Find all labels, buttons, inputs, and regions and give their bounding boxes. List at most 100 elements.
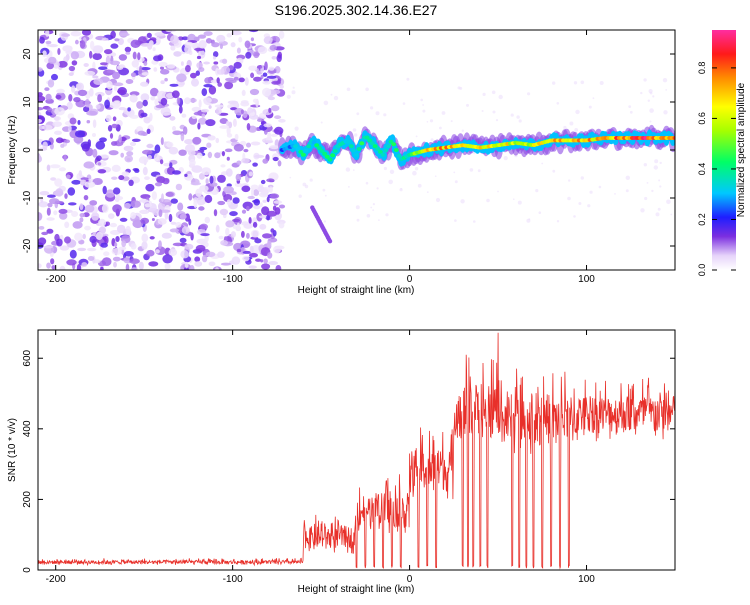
ridge-core: [372, 144, 378, 149]
noise-blob: [42, 141, 48, 150]
noise-blob: [83, 106, 90, 113]
noise-blob: [253, 205, 261, 210]
noise-blob: [213, 209, 218, 217]
faint-blob: [552, 81, 556, 85]
noise-blob: [180, 61, 184, 66]
noise-blob: [125, 263, 130, 270]
noise-blob: [252, 162, 258, 167]
noise-blob: [153, 153, 160, 162]
ridge-core: [391, 142, 397, 147]
noise-blob: [261, 263, 271, 270]
noise-blob: [262, 80, 271, 85]
noise-blob: [198, 40, 207, 49]
colorbar-label: Normalized spectral amplitude: [736, 82, 747, 217]
noise-blob: [192, 136, 202, 145]
noise-blob: [201, 254, 208, 263]
ridge-core: [322, 151, 328, 156]
noise-blob: [90, 40, 95, 50]
noise-blob: [242, 255, 250, 262]
noise-blob: [255, 258, 262, 262]
noise-blob: [195, 188, 203, 197]
ridge-core: [303, 148, 309, 153]
noise-blob: [104, 49, 113, 55]
noise-blob: [68, 65, 76, 72]
noise-blob: [142, 149, 153, 155]
faint-blob: [389, 169, 395, 174]
faint-blob: [649, 120, 652, 123]
noise-blob: [150, 96, 156, 101]
noise-blob: [233, 143, 244, 152]
ridge-core: [385, 144, 391, 149]
noise-blob: [190, 182, 201, 186]
noise-blob: [46, 228, 54, 234]
faint-blob: [356, 112, 360, 116]
faint-blob: [353, 169, 355, 171]
ridge-core: [314, 143, 320, 148]
faint-blob: [568, 179, 571, 182]
noise-blob: [215, 224, 220, 233]
noise-blob: [194, 261, 203, 267]
faint-blob: [375, 111, 380, 116]
faint-blob: [498, 94, 503, 100]
noise-blob: [242, 250, 252, 254]
noise-blob: [106, 69, 116, 74]
noise-blob: [57, 48, 61, 55]
noise-blob: [79, 217, 84, 223]
faint-blob: [354, 133, 358, 137]
noise-blob: [162, 254, 173, 264]
noise-blob: [172, 170, 181, 175]
noise-blob: [98, 66, 108, 70]
colorbar-gradient: [712, 30, 736, 270]
noise-blob: [231, 256, 241, 265]
noise-blob: [173, 51, 182, 57]
noise-blob: [129, 141, 137, 147]
noise-blob: [271, 56, 277, 60]
faint-blob: [567, 196, 571, 201]
noise-blob: [177, 202, 184, 211]
faint-blob: [372, 209, 375, 212]
noise-blob: [252, 230, 259, 238]
noise-blob: [226, 126, 231, 136]
noise-blob: [221, 151, 225, 157]
noise-blob: [178, 105, 183, 114]
faint-blob: [388, 179, 394, 185]
faint-blob: [426, 191, 429, 194]
noise-blob: [45, 30, 50, 37]
ridge-core: [672, 136, 675, 140]
faint-blob: [535, 189, 539, 193]
noise-blob: [272, 205, 277, 211]
noise-blob: [111, 176, 118, 180]
noise-blob: [165, 30, 177, 33]
noise-blob: [146, 32, 152, 39]
x-tick-label: -100: [223, 574, 243, 585]
noise-blob: [130, 72, 137, 77]
noise-blob: [46, 164, 51, 172]
secondary-feature-blob: [327, 239, 333, 244]
noise-blob: [89, 200, 98, 206]
figure-title: S196.2025.302.14.36.E27: [275, 2, 438, 18]
faint-blob: [473, 220, 476, 223]
noise-blob: [262, 158, 269, 164]
noise-blob: [266, 178, 275, 183]
faint-blob: [481, 110, 484, 112]
noise-blob: [253, 198, 260, 206]
noise-blob: [86, 110, 98, 116]
noise-blob: [253, 51, 260, 59]
faint-blob: [289, 176, 292, 179]
noise-blob: [160, 66, 164, 70]
noise-blob: [95, 231, 103, 241]
faint-blob: [309, 178, 313, 182]
faint-blob: [552, 169, 556, 173]
noise-blob: [108, 213, 115, 220]
noise-blob: [74, 130, 86, 138]
noise-blob: [51, 73, 58, 81]
noise-blob: [101, 233, 109, 237]
noise-blob: [160, 97, 168, 106]
noise-blob: [51, 265, 56, 270]
colorbar: 0.0 0.2 0.4 0.6 0.8 Normalized spectral ampl…: [697, 30, 747, 276]
noise-blob: [55, 94, 62, 100]
noise-blob: [235, 173, 242, 182]
noise-blob: [146, 143, 154, 149]
noise-blob: [260, 188, 269, 196]
faint-blob: [356, 218, 360, 222]
